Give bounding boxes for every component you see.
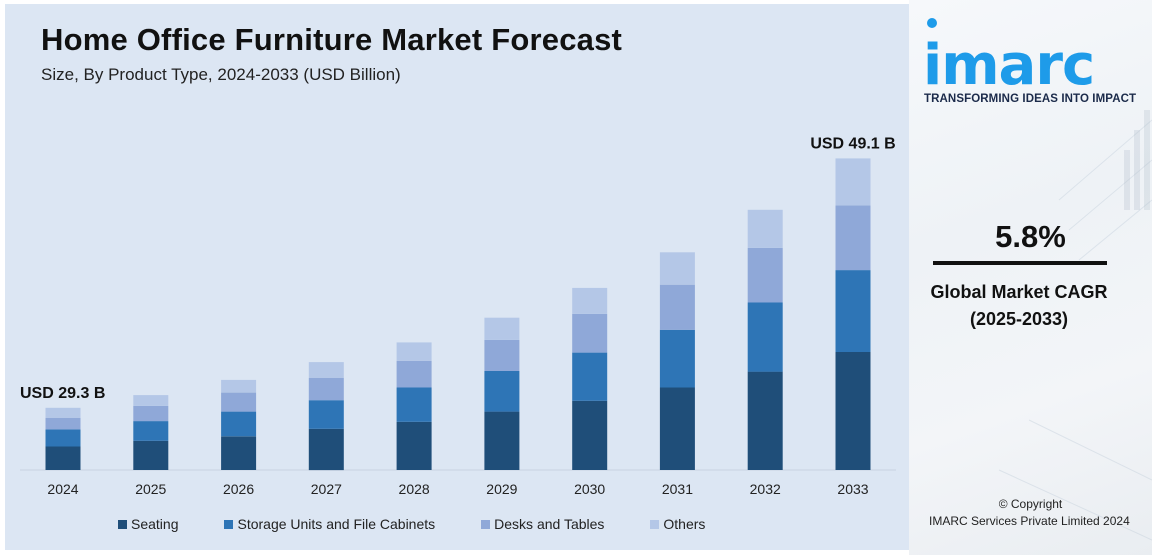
cagr-label: Global Market CAGR (2025-2033) bbox=[909, 279, 1129, 333]
legend-label: Seating bbox=[131, 516, 179, 532]
bars-group bbox=[45, 158, 871, 471]
bar-segment-2028-storage-units-and-file-cabinets bbox=[396, 387, 432, 422]
cagr-divider bbox=[933, 261, 1107, 265]
bar-segment-2025-others bbox=[133, 395, 169, 406]
x-tick-label-2030: 2030 bbox=[574, 481, 605, 497]
bar-segment-2029-others bbox=[484, 317, 520, 340]
legend-item-others: Others bbox=[650, 516, 705, 532]
legend-swatch bbox=[118, 519, 127, 529]
bar-segment-2025-storage-units-and-file-cabinets bbox=[133, 421, 169, 441]
bar-segment-2030-storage-units-and-file-cabinets bbox=[572, 352, 608, 401]
sidebar-panel: imarc TRANSFORMING IDEAS INTO IMPACT 5.8… bbox=[909, 0, 1152, 555]
bar-chart: 2024 2025 2026 2027 2028 2029 2030 2031 2032 2033… bbox=[20, 135, 896, 497]
bar-segment-2026-desks-and-tables bbox=[221, 392, 257, 412]
x-tick-label-2027: 2027 bbox=[311, 481, 342, 497]
annotation-2033: USD 49.1 B bbox=[810, 135, 895, 152]
bar-segment-2033-desks-and-tables bbox=[835, 205, 871, 271]
legend-label: Desks and Tables bbox=[494, 516, 605, 532]
copyright-line1: © Copyright bbox=[998, 497, 1063, 511]
bar-segment-2024-others bbox=[45, 407, 81, 418]
legend-label: Storage Units and File Cabinets bbox=[237, 516, 436, 532]
x-tick-labels: 2024 2025 2026 2027 2028 2029 2030 2031 2032 2033 bbox=[47, 481, 868, 497]
bar-segment-2028-seating bbox=[396, 421, 432, 470]
bar-segment-2031-storage-units-and-file-cabinets bbox=[659, 329, 695, 388]
bar-segment-2029-storage-units-and-file-cabinets bbox=[484, 371, 520, 412]
bar-segment-2031-others bbox=[659, 252, 695, 285]
bar-segment-2033-others bbox=[835, 158, 871, 206]
bar-segment-2030-desks-and-tables bbox=[572, 313, 608, 353]
x-tick-label-2031: 2031 bbox=[662, 481, 693, 497]
chart-title: Home Office Furniture Market Forecast bbox=[41, 22, 623, 57]
bar-segment-2026-others bbox=[221, 379, 257, 393]
bar-segment-2031-seating bbox=[659, 387, 695, 470]
cagr-label-line2: (2025-2033) bbox=[969, 309, 1069, 329]
bar-segment-2032-desks-and-tables bbox=[747, 247, 783, 303]
bar-segment-2033-storage-units-and-file-cabinets bbox=[835, 270, 871, 352]
bar-segment-2027-others bbox=[308, 362, 344, 378]
annotation-2024: USD 29.3 B bbox=[20, 385, 105, 402]
bar-segment-2027-desks-and-tables bbox=[308, 378, 344, 401]
legend-item-storage-units-and-file-cabinets: Storage Units and File Cabinets bbox=[224, 516, 435, 532]
imarc-logo: imarc bbox=[923, 18, 1095, 98]
bar-segment-2024-seating bbox=[45, 446, 81, 470]
bar-segment-2033-seating bbox=[835, 352, 871, 470]
bar-segment-2026-seating bbox=[221, 436, 257, 470]
bar-segment-2028-others bbox=[396, 342, 432, 361]
bar-segment-2030-seating bbox=[572, 400, 608, 470]
bar-segment-2032-seating bbox=[747, 371, 783, 470]
bar-segment-2032-storage-units-and-file-cabinets bbox=[747, 302, 783, 372]
bar-segment-2030-others bbox=[572, 287, 608, 314]
legend-swatch bbox=[481, 519, 491, 529]
cagr-value: 5.8% bbox=[995, 219, 1066, 254]
bar-segment-2027-seating bbox=[308, 428, 344, 471]
x-tick-label-2026: 2026 bbox=[223, 481, 254, 497]
bar-segment-2025-desks-and-tables bbox=[133, 405, 169, 422]
x-tick-label-2032: 2032 bbox=[750, 481, 781, 497]
legend-swatch bbox=[224, 519, 234, 529]
logo-wordmark: imarc bbox=[923, 33, 1094, 98]
legend-item-seating: Seating bbox=[118, 516, 178, 532]
legend-label: Others bbox=[663, 516, 706, 532]
bar-segment-2031-desks-and-tables bbox=[659, 284, 695, 330]
bar-segment-2029-seating bbox=[484, 411, 520, 470]
background-graphic bbox=[998, 110, 1152, 541]
bar-segment-2024-storage-units-and-file-cabinets bbox=[45, 429, 81, 447]
logo-tagline: TRANSFORMING IDEAS INTO IMPACT bbox=[924, 93, 1137, 105]
x-tick-label-2024: 2024 bbox=[47, 481, 78, 497]
x-tick-label-2025: 2025 bbox=[135, 481, 166, 497]
x-tick-label-2029: 2029 bbox=[486, 481, 517, 497]
bar-segment-2027-storage-units-and-file-cabinets bbox=[308, 400, 344, 429]
bar-annotations: USD 29.3 B USD 49.1 B bbox=[20, 135, 896, 401]
x-tick-label-2028: 2028 bbox=[399, 481, 430, 497]
bar-segment-2032-others bbox=[747, 209, 783, 248]
copyright-line2: IMARC Services Private Limited 2024 bbox=[929, 514, 1130, 528]
x-tick-label-2033: 2033 bbox=[837, 481, 868, 497]
bar-segment-2029-desks-and-tables bbox=[484, 339, 520, 371]
bar-segment-2024-desks-and-tables bbox=[45, 418, 81, 430]
bar-segment-2026-storage-units-and-file-cabinets bbox=[221, 411, 257, 437]
bar-segment-2025-seating bbox=[133, 440, 169, 470]
legend-swatch bbox=[650, 519, 660, 529]
chart-subtitle: Size, By Product Type, 2024-2033 (USD Bi… bbox=[41, 65, 401, 84]
cagr-label-line1: Global Market CAGR bbox=[930, 282, 1108, 302]
bar-segment-2028-desks-and-tables bbox=[396, 360, 432, 388]
legend: Seating Storage Units and File Cabinets De… bbox=[118, 514, 751, 534]
legend-item-desks-and-tables: Desks and Tables bbox=[481, 516, 604, 532]
